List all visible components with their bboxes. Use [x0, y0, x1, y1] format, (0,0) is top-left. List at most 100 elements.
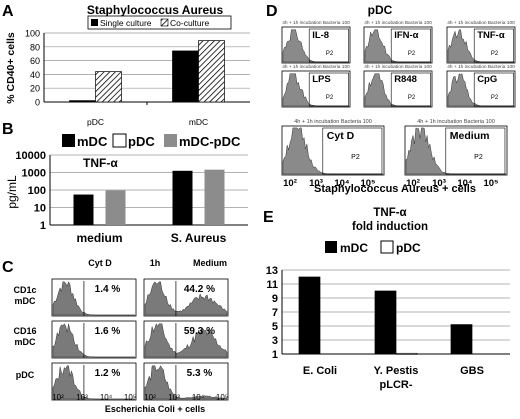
x-tick-label: 10³ — [168, 393, 180, 402]
y-tick-label: 80 — [30, 42, 40, 52]
gate-label: P2 — [351, 154, 360, 161]
panel-c-row-3: pDC — [16, 370, 35, 380]
panel-c-row-2-line2: mDC — [14, 337, 36, 347]
panel-c-row-2-line1: CD16 — [13, 326, 36, 336]
x-tick-label: 10³ — [309, 178, 323, 189]
gate-box — [445, 127, 506, 175]
x-tick-label: 10⁴ — [192, 393, 205, 402]
histogram-curve — [52, 281, 135, 316]
x-tick-label: 10⁵ — [124, 393, 136, 402]
plot-label: LPS — [312, 74, 330, 85]
legend-label-mdc: mDC — [77, 134, 108, 149]
plot-header: 4h + 1h incubation Bacteria 100 — [447, 20, 515, 26]
y-tick-label: 10000 — [15, 150, 46, 162]
x-category-label: pDC — [87, 117, 104, 127]
y-tick-label: 10 — [34, 203, 46, 215]
y-tick-label: 11 — [266, 279, 278, 291]
panel-e-subtitle: fold induction — [352, 221, 428, 233]
gate-label: P2 — [474, 154, 483, 161]
x-tick-label: 10⁴ — [457, 178, 473, 189]
plot-label: IL-8 — [312, 30, 329, 41]
legend-swatch-e-pdc — [380, 240, 394, 254]
panel-a-ylabel: % CD40+ cells — [5, 32, 17, 104]
histogram-curve — [52, 323, 135, 358]
legend-label-e-pdc: pDC — [396, 241, 421, 255]
x-tick-label: 10² — [283, 178, 297, 189]
panel-c-row-1-line1: CD1c — [13, 285, 36, 295]
legend-label-e-mdc: mDC — [340, 241, 368, 255]
plot-header: 4h + 1h incubation Bacteria 100 — [282, 20, 350, 26]
x-category-label: GBS — [460, 365, 484, 377]
y-tick-label: 100 — [25, 29, 40, 39]
gate-label: P2 — [491, 95, 499, 101]
legend-swatch-coculture — [160, 18, 169, 27]
bar-mdc-s-aureus — [172, 170, 193, 225]
panel-letter-b: B — [2, 121, 14, 138]
percent-label: 1.6 % — [95, 326, 121, 337]
x-tick-label: 10² — [406, 178, 420, 189]
x-category-label: mDC — [189, 117, 208, 127]
plot-label: R848 — [394, 74, 417, 85]
panel-c: C Cyt D 1h Medium CD1c mDC CD16 mDC pDC … — [2, 258, 229, 414]
y-tick-label: 13 — [266, 265, 278, 277]
gate-box — [390, 72, 431, 107]
percent-label: 59.3 % — [184, 326, 215, 337]
histogram-curve — [144, 323, 228, 358]
plot-label: CpG — [477, 74, 497, 85]
x-tick-label: 10² — [144, 393, 156, 402]
plot-header: 4h + 1h incubation Bacteria 100 — [417, 119, 495, 125]
panel-c-xlabel: Escherichia Coli + cells — [105, 404, 205, 414]
panel-letter-c: C — [2, 259, 14, 276]
bar-coculture-pdc — [95, 71, 122, 103]
panel-e-title: TNF-α — [373, 207, 406, 219]
y-tick-label: 1 — [272, 349, 278, 361]
panel-c-col-cytd: Cyt D — [88, 258, 112, 268]
plot-header: 4h + 1h incubation Bacteria 100 — [364, 20, 432, 26]
x-tick-label: 10⁵ — [360, 178, 375, 189]
x-tick-label: 10³ — [76, 393, 88, 402]
panel-c-col-medium: Medium — [193, 258, 227, 268]
percent-label: 1.4 % — [95, 284, 121, 295]
panel-c-row-1-line2: mDC — [14, 296, 36, 306]
plot-label: Medium — [450, 130, 490, 142]
y-tick-label: 1000 — [22, 168, 46, 180]
x-category-label: S. Aureus — [171, 231, 227, 245]
y-tick-label: 7 — [272, 307, 278, 319]
bar-single-pdc — [69, 100, 96, 103]
panel-d-xlabel: Staphylococcus Aureus + cells — [314, 183, 476, 195]
plot-header: 4h + 1h incubation Bacteria 100 — [294, 119, 372, 125]
x-category-label: Y. Pestis — [374, 365, 419, 377]
gate-box — [322, 127, 383, 175]
panel-letter-e: E — [263, 209, 274, 226]
panel-d: D pDC 4h + 1h incubation Bacteria 100 IL-… — [266, 3, 516, 195]
bar-coculture-mdc — [198, 40, 225, 103]
x-tick-label: 10² — [52, 393, 64, 402]
y-tick-label: 9 — [272, 293, 278, 305]
gate-box — [308, 28, 349, 63]
panel-d-title: pDC — [368, 3, 393, 17]
plot-header: 4h + 1h incubation Bacteria 100 — [364, 64, 432, 70]
panel-letter-a: A — [2, 3, 14, 20]
y-tick-label: 1 — [40, 220, 46, 232]
bar-pdc-y-pestis — [395, 352, 418, 355]
bar-mdc-y-pestis — [374, 290, 397, 355]
legend-label-mdc-pdc: mDC-pDC — [179, 134, 241, 149]
y-tick-label: 20 — [30, 84, 40, 94]
panel-letter-d: D — [266, 3, 278, 20]
panel-a-legend — [87, 15, 232, 30]
x-tick-label: 10⁵ — [216, 393, 228, 402]
x-category-label: medium — [76, 231, 122, 245]
x-category-sublabel: pLCR- — [380, 379, 413, 391]
gate-box — [308, 72, 349, 107]
plot-label: Cyt D — [327, 130, 355, 142]
histogram-curve — [144, 365, 228, 400]
x-tick-label: 10⁴ — [100, 393, 113, 402]
legend-swatch-e-mdc — [325, 241, 337, 253]
legend-label-single: Single culture — [100, 18, 152, 28]
bar-single-mdc — [172, 50, 199, 103]
percent-label: 44.2 % — [184, 284, 215, 295]
gate-label: P2 — [491, 51, 499, 57]
legend-swatch-pdc — [112, 133, 127, 148]
gate-box — [390, 28, 431, 63]
